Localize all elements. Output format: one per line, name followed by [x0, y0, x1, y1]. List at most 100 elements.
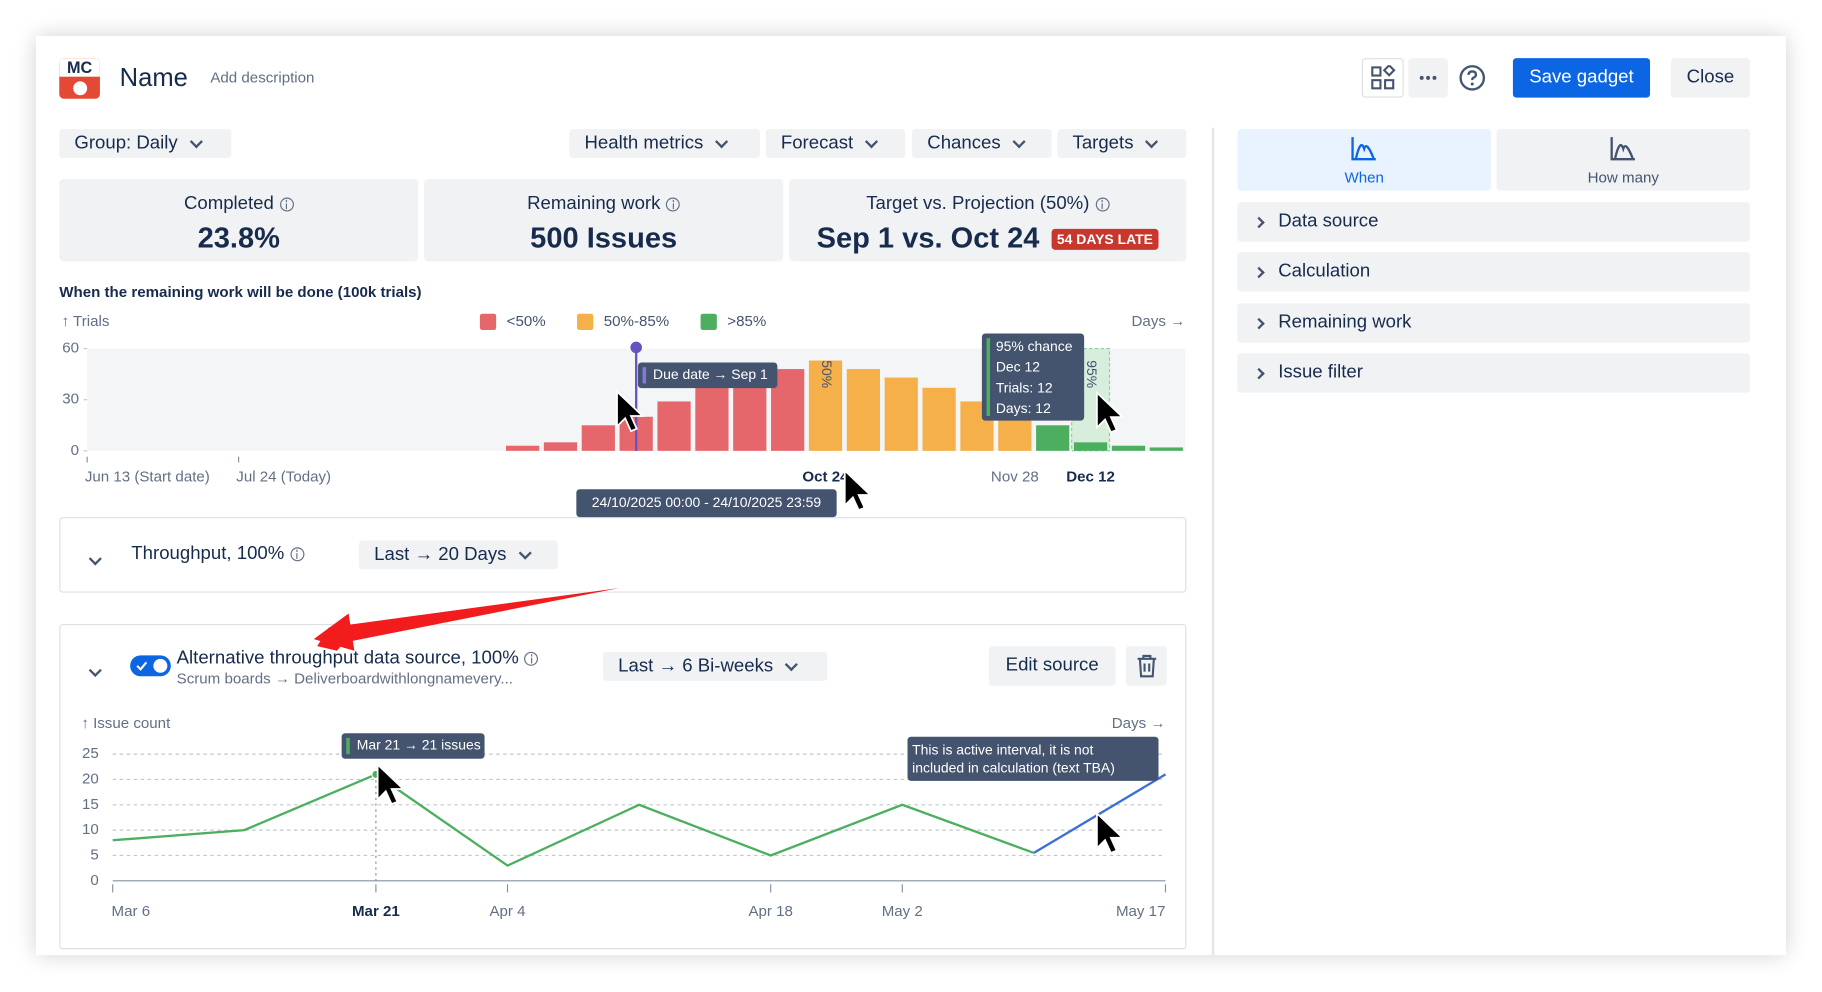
- menu-label: Health metrics: [584, 133, 704, 153]
- menu[interactable]: Health metrics: [569, 128, 760, 159]
- active-tooltip-box: [907, 736, 1159, 781]
- accordion[interactable]: Data source: [1237, 202, 1750, 242]
- bar: [922, 387, 956, 451]
- tab-selected[interactable]: When: [1237, 128, 1491, 191]
- menu[interactable]: Targets: [1057, 128, 1187, 159]
- add-description[interactable]: Add description: [210, 68, 315, 86]
- bar: [657, 401, 691, 451]
- help-button[interactable]: [1452, 58, 1492, 98]
- alternative-box: [59, 623, 1187, 950]
- bar: [998, 416, 1032, 451]
- throughput-title: Throughput, 100%: [131, 543, 285, 564]
- range-select[interactable]: Last → 6 Bi-weeks: [603, 651, 828, 681]
- accordion[interactable]: Calculation: [1237, 252, 1750, 292]
- y-tick-label: 15: [82, 796, 99, 813]
- metric-card: Remaining work 500 Issues: [424, 178, 784, 262]
- due-date-dot: [630, 341, 642, 354]
- range-tooltip-box: [576, 489, 837, 518]
- x-axis-label: Days →: [1112, 715, 1166, 732]
- edit-source-button[interactable]: Edit source: [988, 646, 1116, 686]
- x-axis-label: Days →: [1132, 313, 1186, 330]
- menu-label: Chances: [927, 133, 1001, 153]
- bar: [1073, 442, 1108, 451]
- save-button[interactable]: Save gadget: [1512, 58, 1651, 98]
- legend-label: >85%: [727, 313, 766, 330]
- tooltip-box: [637, 362, 778, 389]
- toggle[interactable]: [130, 655, 171, 677]
- metric-value: Sep 1 vs. Oct 24: [816, 221, 1040, 255]
- legend-swatch: [577, 313, 594, 331]
- tab-icon: [1610, 137, 1635, 161]
- y-tick-label: 30: [62, 391, 79, 408]
- metric-card: Completed 23.8%: [59, 178, 419, 262]
- x-tick-label: Dec 12: [1066, 469, 1115, 486]
- chart-title: When the remaining work will be done (10…: [59, 284, 421, 301]
- bar: [1036, 425, 1070, 451]
- bar: [846, 369, 880, 451]
- tab[interactable]: How many: [1496, 128, 1750, 191]
- active-tooltip-line: included in calculation (text TBA): [912, 759, 1115, 775]
- logo-mark: [72, 81, 87, 96]
- bar: [543, 442, 578, 451]
- divider: [1211, 127, 1214, 956]
- metric-label: Target vs. Projection (50%): [866, 194, 1090, 214]
- y-tick-label: 20: [82, 770, 99, 787]
- line-series: [112, 773, 1035, 867]
- range-select[interactable]: Last → 20 Days: [359, 540, 558, 570]
- x-tick-label: May 17: [1116, 903, 1166, 920]
- tab-icon: [1351, 137, 1376, 161]
- group-select[interactable]: Group: Daily: [59, 128, 232, 159]
- bar: [581, 425, 615, 451]
- help-icon: [1459, 65, 1486, 91]
- x-tick-label: Mar 21: [352, 903, 400, 920]
- y-axis-label: ↑ Trials: [62, 313, 110, 330]
- legend-swatch: [479, 313, 497, 331]
- more-button[interactable]: [1408, 58, 1448, 98]
- accordion-label: Remaining work: [1278, 312, 1412, 333]
- tooltip-box: [981, 333, 1085, 421]
- layout-button[interactable]: [1361, 58, 1404, 98]
- accordion[interactable]: Issue filter: [1237, 353, 1750, 393]
- bar: [884, 377, 918, 451]
- y-tick-label: 10: [82, 821, 99, 838]
- tooltip-line: Days: 12: [996, 400, 1051, 416]
- y-tick-label: 0: [71, 442, 79, 459]
- hover-dot: [371, 769, 381, 780]
- y-axis-label: ↑ Issue count: [81, 715, 171, 732]
- gadget-name[interactable]: Name: [119, 62, 188, 92]
- bar-label: 50%: [819, 360, 835, 388]
- bar: [1111, 445, 1146, 451]
- range-label: Last → 20 Days: [374, 544, 507, 565]
- legend-label: 50%-85%: [604, 313, 669, 330]
- layout-icon: [1371, 65, 1396, 90]
- tooltip-line: 95% chance: [996, 338, 1073, 354]
- tooltip-accent: [986, 338, 991, 416]
- range-label: Last → 6 Bi-weeks: [618, 655, 774, 676]
- y-tick-label: 0: [90, 872, 98, 889]
- accordion[interactable]: Remaining work: [1237, 303, 1750, 343]
- x-tick-label: Jul 24 (Today): [236, 469, 331, 486]
- delete-button[interactable]: [1125, 646, 1167, 686]
- point-tooltip: Mar 21 → 21 issues: [357, 737, 481, 753]
- accordion-label: Calculation: [1278, 261, 1371, 282]
- metric-label: Remaining work: [527, 194, 661, 214]
- menu[interactable]: Forecast: [765, 128, 906, 159]
- y-tick-label: 25: [82, 745, 99, 762]
- bar: [1149, 447, 1183, 451]
- y-tick-label: 60: [62, 340, 79, 357]
- menu-label: Forecast: [780, 133, 854, 153]
- menu[interactable]: Chances: [912, 128, 1052, 159]
- logo-text: MC: [59, 58, 100, 77]
- tab-label: How many: [1587, 168, 1659, 186]
- range-tooltip: 24/10/2025 00:00 - 24/10/2025 23:59: [592, 494, 822, 510]
- trash-icon: [1137, 654, 1156, 678]
- close-button[interactable]: Close: [1670, 58, 1750, 98]
- x-tick-label: Oct 24: [802, 469, 849, 486]
- more-icon: [1419, 75, 1437, 80]
- metric-label: Completed: [183, 194, 274, 214]
- legend-swatch: [700, 313, 717, 331]
- menu-label: Targets: [1072, 133, 1134, 153]
